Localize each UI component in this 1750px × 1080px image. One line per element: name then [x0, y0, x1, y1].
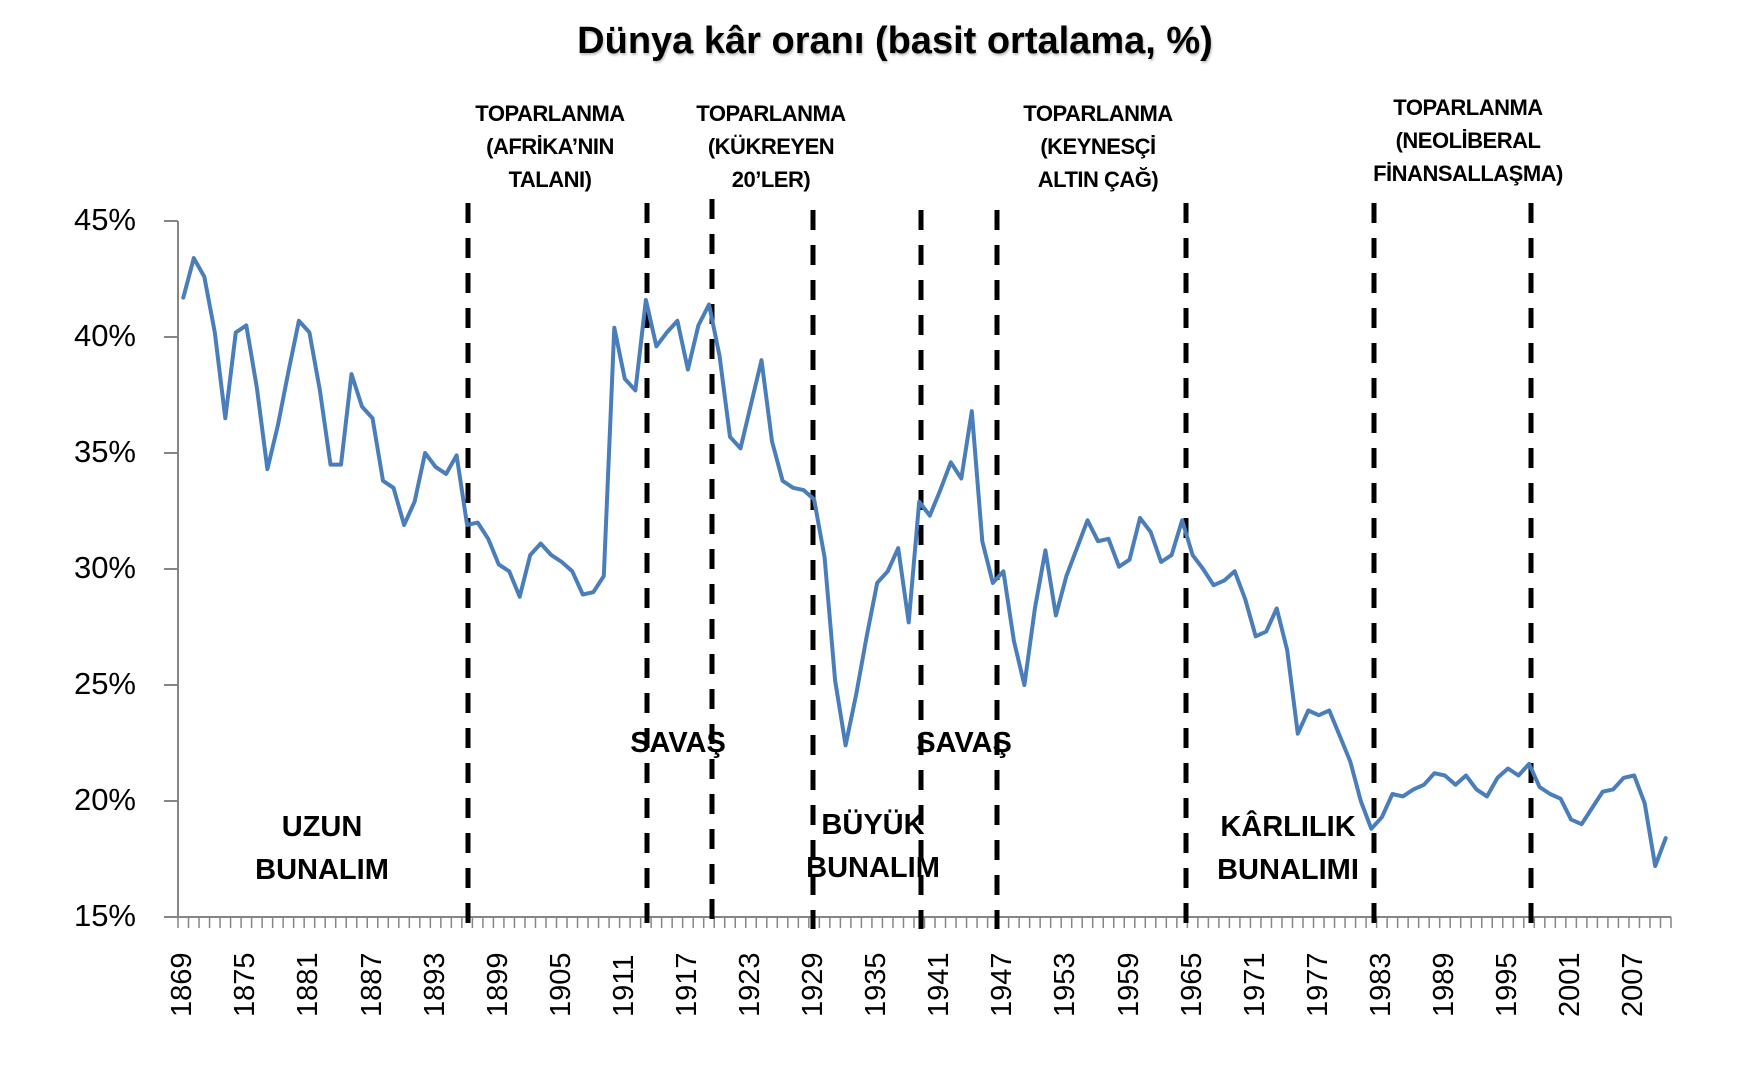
crisis-annotation-line: BUNALIM: [806, 852, 940, 884]
y-tick-label: 25%: [73, 666, 136, 701]
recovery-annotation-line: FİNANSALLAŞMA): [1373, 161, 1563, 186]
x-tick-label: 1911: [607, 954, 640, 1017]
recovery-annotation-line: TOPARLANMA: [475, 101, 625, 126]
x-tick-label: 1953: [1049, 952, 1082, 1017]
x-tick-label: 1899: [481, 952, 514, 1017]
x-tick-label: 1977: [1301, 952, 1334, 1017]
y-tick-label: 45%: [73, 202, 136, 237]
recovery-annotation-line: (NEOLİBERAL: [1395, 128, 1541, 153]
x-tick-label: 1989: [1427, 952, 1460, 1017]
x-tick-label: 1935: [860, 952, 893, 1017]
recovery-annotation-line: TOPARLANMA: [1023, 101, 1173, 126]
x-tick-label: 1893: [418, 952, 451, 1017]
recovery-annotation-line: TOPARLANMA: [1393, 95, 1543, 120]
recovery-annotation: TOPARLANMA (NEOLİBERAL FİNANSALLAŞMA): [1373, 91, 1563, 190]
recovery-annotation-line: (KEYNESÇİ: [1040, 134, 1156, 159]
axes: [164, 220, 1672, 928]
x-tick-label: 1941: [923, 952, 956, 1017]
recovery-annotation-line: 20’LER): [731, 167, 811, 192]
y-tick-label: 20%: [73, 782, 136, 817]
war-annotation: SAVAŞ: [630, 722, 726, 765]
crisis-annotation-line: BUNALIM: [255, 854, 389, 886]
recovery-annotation-line: TOPARLANMA: [696, 101, 846, 126]
crisis-annotation: UZUN BUNALIM: [255, 806, 389, 892]
crisis-annotation: KÂRLILIK BUNALIMI: [1217, 806, 1359, 892]
y-tick-label: 40%: [73, 318, 136, 353]
x-tick-label: 1923: [734, 952, 767, 1017]
x-tick-label: 1995: [1491, 952, 1524, 1017]
x-tick-label: 1869: [166, 952, 199, 1017]
period-dividers: [465, 199, 1534, 929]
war-annotation-line: SAVAŞ: [916, 727, 1012, 759]
recovery-annotation: TOPARLANMA (KEYNESÇİ ALTIN ÇAĞ): [1023, 97, 1173, 196]
x-tick-label: 1905: [544, 952, 577, 1017]
crisis-annotation-line: KÂRLILIK: [1220, 811, 1356, 843]
crisis-annotation-line: UZUN: [281, 811, 363, 843]
x-tick-label: 2007: [1617, 952, 1650, 1017]
x-tick-label: 1881: [292, 952, 325, 1017]
x-tick-label: 1875: [229, 952, 262, 1017]
x-tick-label: 1887: [355, 952, 388, 1017]
y-tick-label: 35%: [73, 434, 136, 469]
crisis-annotation-line: BUNALIMI: [1217, 854, 1359, 886]
x-tick-label: 1983: [1364, 952, 1397, 1017]
crisis-annotation-line: BÜYÜK: [821, 809, 925, 841]
x-tick-label: 1971: [1238, 952, 1271, 1017]
recovery-annotation: TOPARLANMA (KÜKREYEN 20’LER): [696, 97, 846, 196]
y-tick-label: 30%: [73, 550, 136, 585]
recovery-annotation: TOPARLANMA (AFRİKA’NIN TALANI): [475, 97, 625, 196]
x-tick-label: 1965: [1175, 952, 1208, 1017]
x-tick-label: 1959: [1112, 952, 1145, 1017]
x-tick-label: 1947: [986, 952, 1019, 1017]
recovery-annotation-line: TALANI): [508, 167, 592, 192]
x-tick-label: 1917: [670, 952, 703, 1017]
x-tick-label: 2001: [1554, 952, 1587, 1017]
recovery-annotation-line: ALTIN ÇAĞ): [1037, 167, 1159, 192]
profit-rate-line: [181, 256, 1668, 868]
x-tick-label: 1929: [797, 952, 830, 1017]
chart-title: Dünya kâr oranı (basit ortalama, %): [577, 20, 1213, 62]
recovery-annotation-line: (KÜKREYEN: [707, 134, 835, 159]
recovery-annotation-line: (AFRİKA’NIN: [486, 134, 614, 159]
war-annotation-line: SAVAŞ: [630, 727, 726, 759]
war-annotation: SAVAŞ: [916, 722, 1012, 765]
crisis-annotation: BÜYÜK BUNALIM: [806, 804, 940, 890]
y-tick-label: 15%: [73, 898, 136, 933]
